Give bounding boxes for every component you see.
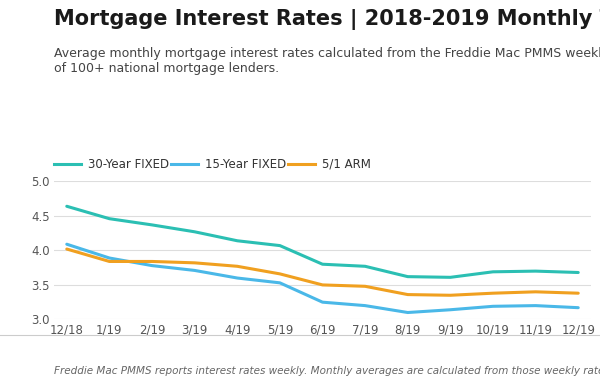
Text: Average monthly mortgage interest rates calculated from the Freddie Mac PMMS wee: Average monthly mortgage interest rates … bbox=[54, 47, 600, 75]
Text: 15-Year FIXED: 15-Year FIXED bbox=[205, 158, 286, 171]
Text: 30-Year FIXED: 30-Year FIXED bbox=[88, 158, 169, 171]
Text: Mortgage Interest Rates | 2018-2019 Monthly Trends: Mortgage Interest Rates | 2018-2019 Mont… bbox=[54, 9, 600, 31]
Text: 5/1 ARM: 5/1 ARM bbox=[322, 158, 371, 171]
Text: Freddie Mac PMMS reports interest rates weekly. Monthly averages are calculated : Freddie Mac PMMS reports interest rates … bbox=[54, 366, 600, 376]
